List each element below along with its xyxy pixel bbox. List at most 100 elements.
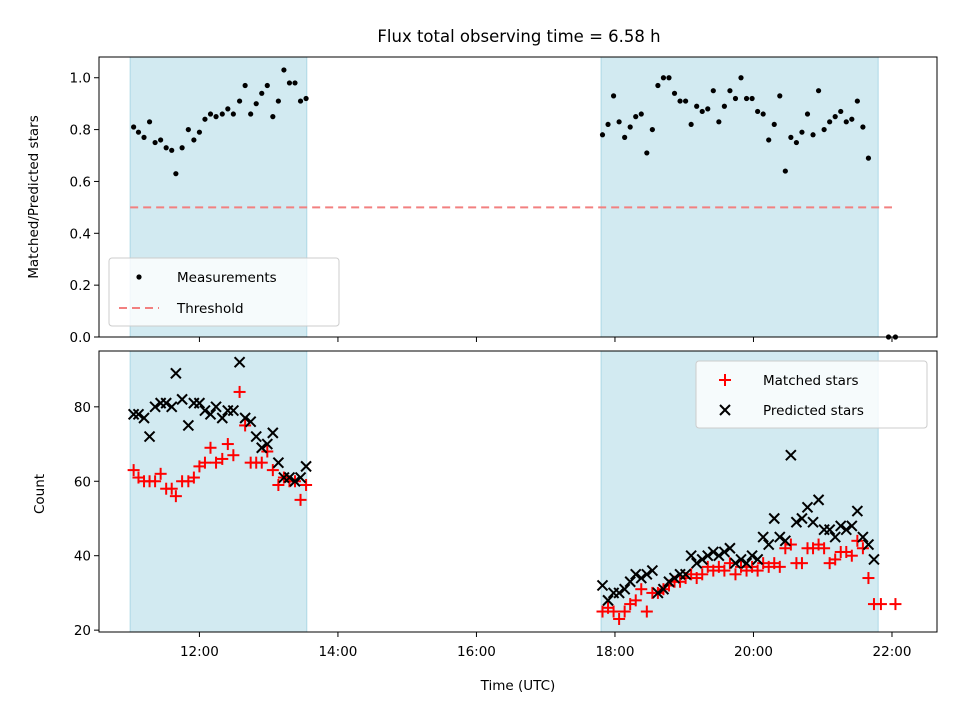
- matched-point: [239, 419, 252, 432]
- legend-threshold-label: Threshold: [176, 301, 244, 317]
- matched-point: [729, 568, 742, 581]
- matched-point: [233, 385, 246, 398]
- predicted-point: [851, 505, 864, 517]
- measurement-point: [660, 75, 667, 81]
- matched-point: [210, 456, 223, 469]
- y-tick-label: 20: [74, 623, 91, 639]
- predicted-point: [272, 456, 285, 469]
- matched-point: [856, 542, 869, 555]
- predicted-point: [663, 576, 675, 588]
- predicted-point: [239, 412, 251, 424]
- measurement-point: [616, 119, 622, 125]
- measurement-point: [738, 75, 744, 81]
- matched-point: [723, 557, 736, 570]
- measurement-point: [727, 88, 733, 94]
- predicted-point: [657, 583, 670, 595]
- matched-point: [149, 475, 162, 488]
- matched-point: [165, 482, 178, 495]
- predicted-point: [868, 553, 880, 566]
- measurement-point: [191, 137, 197, 143]
- matched-point: [640, 605, 653, 618]
- legend-matched-marker: [719, 374, 731, 386]
- matched-point: [255, 456, 268, 469]
- x-tick-label: 16:00: [457, 644, 496, 660]
- measurement-point: [185, 126, 191, 133]
- predicted-point: [630, 568, 642, 581]
- matched-point: [618, 605, 631, 618]
- predicted-point: [267, 427, 279, 439]
- measurement-point: [649, 126, 655, 133]
- measurement-point: [219, 111, 225, 117]
- predicted-point: [182, 419, 195, 432]
- predicted-point: [244, 416, 257, 428]
- predicted-point: [796, 512, 808, 525]
- shaded-interval: [600, 56, 879, 338]
- measurement-point: [827, 119, 833, 125]
- measurement-point: [782, 168, 788, 174]
- predicted-point: [690, 557, 703, 569]
- matched-point: [851, 534, 864, 547]
- predicted-point: [857, 531, 869, 543]
- measurement-point: [610, 93, 617, 99]
- legend-measurements-label: Measurements: [177, 270, 277, 286]
- measurement-point: [788, 134, 794, 140]
- matched-point: [845, 549, 858, 562]
- predicted-point: [210, 401, 222, 413]
- measurement-point: [230, 111, 236, 117]
- predicted-point: [233, 356, 246, 368]
- matched-point: [718, 564, 731, 577]
- y-tick-label: 0.6: [70, 174, 91, 190]
- measurements-series: [131, 67, 899, 340]
- predicted-point: [685, 549, 697, 562]
- measurement-point: [666, 75, 672, 81]
- measurement-point: [843, 119, 849, 125]
- legend-measurements-marker: [136, 274, 142, 280]
- predicted-point: [227, 404, 240, 417]
- predicted-point: [774, 531, 786, 543]
- predicted-point: [696, 553, 708, 566]
- predicted-point: [757, 531, 769, 543]
- predicted-point: [652, 587, 664, 599]
- measurement-point: [264, 82, 270, 89]
- measurement-point: [771, 121, 777, 128]
- top-legend-frame: [108, 257, 340, 327]
- y-tick-label: 0.0: [70, 330, 91, 346]
- bottom-x-axis: 12:00 14:00 16:00 18:00 20:00 22:00: [180, 632, 911, 660]
- x-tick-label: 12:00: [180, 644, 219, 660]
- x-axis-label: Time (UTC): [480, 678, 556, 694]
- legend-matched-label: Matched stars: [763, 373, 859, 389]
- measurement-point: [131, 124, 137, 130]
- bottom-legend: Matched stars Predicted stars: [695, 360, 928, 429]
- predicted-point: [170, 367, 182, 380]
- measurement-point: [303, 95, 309, 102]
- measurement-point: [633, 114, 639, 120]
- matched-point: [272, 478, 285, 491]
- measurement-point: [259, 90, 265, 96]
- measurement-point: [135, 129, 142, 135]
- matched-point: [187, 471, 200, 484]
- matched-point: [216, 452, 229, 465]
- measurement-point: [605, 121, 611, 128]
- predicted-point: [193, 397, 206, 409]
- predicted-point: [835, 520, 847, 532]
- matched-point: [154, 467, 167, 480]
- measurement-point: [169, 147, 175, 153]
- predicted-point: [166, 401, 178, 413]
- predicted-point: [779, 535, 792, 547]
- predicted-point: [289, 475, 301, 487]
- predicted-point: [768, 512, 780, 525]
- measurement-point: [253, 101, 259, 107]
- predicted-point: [613, 587, 625, 599]
- measurement-point: [638, 111, 644, 117]
- matched-point: [784, 538, 797, 551]
- measurement-point: [860, 124, 866, 130]
- legend-predicted-marker: [719, 404, 731, 416]
- measurement-point: [179, 145, 185, 151]
- measurement-point: [854, 98, 860, 104]
- predicted-point: [127, 408, 140, 420]
- measurement-point: [699, 108, 705, 115]
- measurement-point: [688, 121, 694, 128]
- predicted-point: [729, 557, 742, 569]
- y-tick-label: 1.0: [70, 71, 91, 87]
- measurement-point: [821, 126, 827, 133]
